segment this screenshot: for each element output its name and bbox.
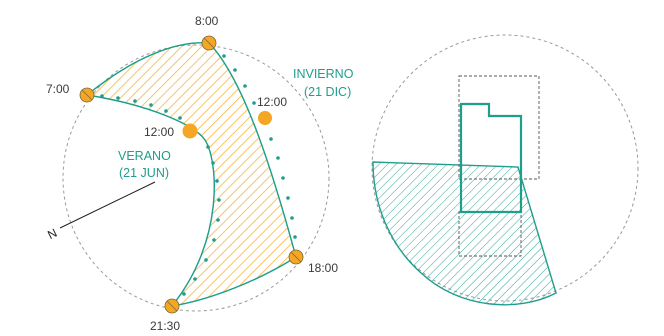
hour-dot [133,99,137,103]
plot-outline-upper [458,75,540,180]
hour-dot [204,258,208,262]
hour-dot [178,116,182,120]
time-label-1800: 18:00 [308,261,338,275]
shadow-sector [372,161,557,306]
hour-dot [206,145,210,149]
hour-dot [243,84,247,88]
time-label-1200-winter: 12:00 [257,95,287,109]
time-label-2130: 21:30 [150,319,180,333]
hour-dot [216,218,220,222]
hour-dot [281,176,285,180]
hour-dot [276,156,280,160]
hour-dot [211,161,215,165]
hour-dot [269,137,273,141]
summer-arc [86,94,215,307]
winter-arc [208,42,297,258]
hour-dot [290,216,294,220]
site-shadow-diagram [371,34,639,306]
hour-dot [293,235,297,239]
sun-marker-1200-winter [258,111,272,125]
hour-dot [215,179,219,183]
winter-label: INVIERNO [293,67,354,81]
time-label-0800: 8:00 [195,14,219,28]
hour-dot [286,196,290,200]
hour-dot [149,103,153,107]
solar-path-diagram: N 8:00 7:00 12:00 12:00 18:00 21:30 VERA… [45,14,353,333]
sunrise-arc [86,42,210,96]
hour-dot [193,277,197,281]
hour-dot [212,238,216,242]
hour-dot [217,198,221,202]
north-label: N [45,226,59,242]
hour-dot [116,96,120,100]
hour-dot [100,94,104,98]
north-line [59,181,156,229]
hour-dot [164,109,168,113]
winter-date: (21 DIC) [304,85,351,99]
hour-dot [233,68,237,72]
hour-dot [252,101,256,105]
summer-date: (21 JUN) [119,166,169,180]
time-label-0700: 7:00 [46,82,70,96]
sun-markers [79,35,304,314]
site-circle [371,34,639,302]
summer-label: VERANO [118,149,171,163]
building-footprint [459,102,523,214]
hour-dot [222,54,226,58]
hour-dot [182,292,186,296]
hour-dots [100,54,297,296]
sun-marker-1200-summer [182,123,198,139]
sunset-arc [171,256,297,307]
time-label-1200-summer: 12:00 [144,125,174,139]
